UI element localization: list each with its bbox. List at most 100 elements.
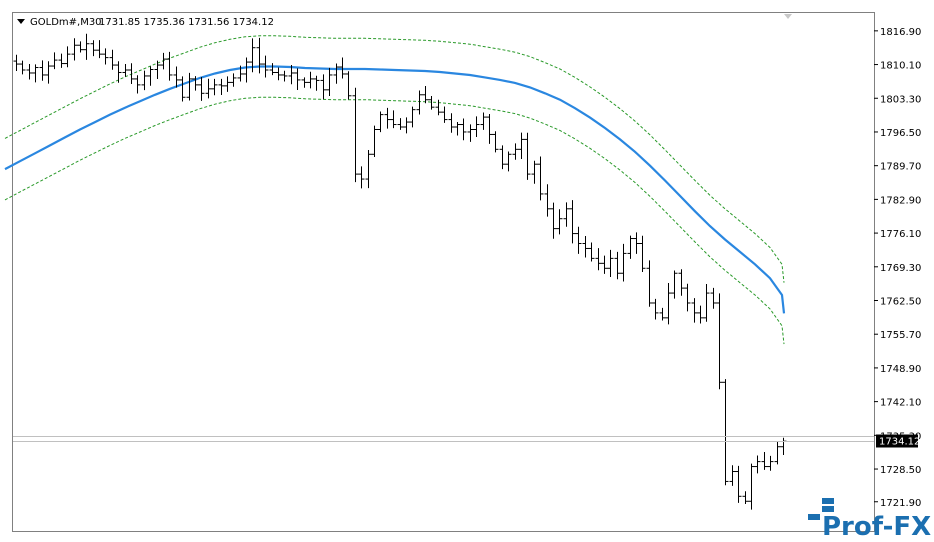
ohlc-bar: [358, 166, 365, 189]
ohlc-bar: [582, 235, 589, 258]
ohlc-bar: [64, 46, 71, 68]
ohlc-bar: [460, 118, 467, 141]
ohlc-bar: [671, 270, 678, 299]
ohlc-bar: [77, 41, 84, 53]
ohlc-bar: [754, 455, 761, 474]
current-price-line: 1734.12: [13, 434, 920, 448]
ohlc-bar: [512, 143, 519, 160]
y-tick-label: 1776.10: [880, 229, 921, 240]
ohlc-bar: [473, 116, 480, 138]
logo-block-3: [808, 514, 820, 520]
ohlc-bar: [320, 74, 327, 100]
ohlc-bar: [128, 63, 135, 85]
ohlc-bar: [371, 125, 378, 158]
ohlc-bar: [697, 305, 704, 324]
ohlc-bar: [531, 160, 538, 184]
ohlc-bar: [269, 63, 276, 76]
ma-line: [4, 65, 786, 314]
ohlc-bar: [26, 64, 33, 80]
y-tick-label: 1728.50: [880, 465, 921, 476]
y-tick-label: 1748.90: [880, 364, 921, 375]
ohlc-bar: [595, 248, 602, 271]
ohlc-bar: [537, 156, 544, 201]
logo-block-2: [822, 506, 834, 512]
ohlc-bar: [39, 60, 46, 81]
ohlc-bar: [627, 235, 634, 259]
ohlc-bar: [90, 40, 97, 57]
ohlc-bar: [639, 235, 646, 272]
ohlc-bar: [767, 455, 774, 471]
ohlc-bar: [633, 232, 640, 254]
ohlc-bar: [237, 65, 244, 82]
ohlc-bar: [122, 63, 129, 77]
ohlc-bar: [198, 76, 205, 101]
ohlc-bar: [352, 87, 359, 183]
ohlc-bar: [390, 110, 397, 129]
ohlc-bar: [102, 48, 109, 65]
ohlc-bar: [492, 131, 499, 153]
triangle-down-icon[interactable]: [17, 19, 25, 24]
plot-area[interactable]: [12, 12, 875, 532]
ohlc-bar: [716, 293, 723, 390]
ohlc-bar: [307, 71, 314, 89]
ohlc-bar: [141, 70, 148, 91]
price-tag: [876, 434, 918, 448]
ohlc-bar: [345, 71, 352, 100]
ohlc-bar: [544, 184, 551, 217]
ohlc-bar: [416, 90, 423, 115]
ohlc-bar: [224, 76, 231, 92]
ohlc-bar: [601, 255, 608, 274]
ohlc-bar: [467, 124, 474, 142]
ohlc-bar: [614, 251, 621, 280]
moving-average: [4, 65, 786, 314]
envelope-upper-line: [4, 35, 785, 283]
envelope-lower-line: [4, 96, 785, 345]
ohlc-bar: [691, 298, 698, 323]
ohlc-bar: [588, 242, 595, 262]
ohlc-bar: [774, 441, 781, 465]
y-tick-label: 1762.50: [880, 297, 921, 308]
ohlc-bar: [607, 249, 614, 277]
ohlc-bar: [186, 72, 193, 101]
ohlc-bar: [218, 78, 225, 95]
ohlc-bar: [166, 51, 173, 81]
ohlc-bar: [365, 149, 372, 189]
symbol-label: GOLDm#,M30: [30, 17, 102, 28]
ohlc-bar: [32, 64, 39, 83]
ohlc-bar: [646, 260, 653, 307]
ohlc-bar: [563, 202, 570, 227]
ohlc-bar: [230, 73, 237, 87]
ohlc-bar: [249, 38, 256, 73]
y-tick-label: 1810.10: [880, 61, 921, 72]
ohlc-bar: [281, 70, 288, 82]
envelope-bands: [4, 35, 785, 345]
ohlc-bar: [550, 202, 557, 239]
ohlc-bar: [115, 61, 122, 83]
ohlc-bar: [256, 37, 263, 74]
logo-text: Prof-FX: [822, 512, 931, 542]
ohlc-bar: [262, 55, 269, 78]
ohlc-bar: [179, 76, 186, 102]
y-tick-label: 1803.30: [880, 94, 921, 105]
chart-shift-icon[interactable]: [784, 14, 792, 19]
ohlc-bar: [748, 463, 755, 510]
y-tick-label: 1742.10: [880, 398, 921, 409]
ohlc-bar: [435, 99, 442, 116]
ohlc-bar: [205, 78, 212, 99]
ohlc-bar: [377, 111, 384, 133]
ohlc-bar: [722, 379, 729, 486]
ohlc-bar: [659, 307, 666, 321]
ohlc-bar: [384, 107, 391, 129]
ohlc-bar: [620, 243, 627, 282]
ohlc-bar: [134, 75, 141, 94]
price-tag-label: 1734.12: [879, 437, 920, 448]
y-tick-label: 1782.90: [880, 195, 921, 206]
ohlc-bar: [96, 40, 103, 59]
y-tick-label: 1816.90: [880, 27, 921, 38]
ohlc-bar: [109, 49, 116, 70]
ohlc-bar: [518, 132, 525, 159]
ohlc-bar: [243, 57, 250, 83]
ohlc-bar: [275, 67, 282, 81]
